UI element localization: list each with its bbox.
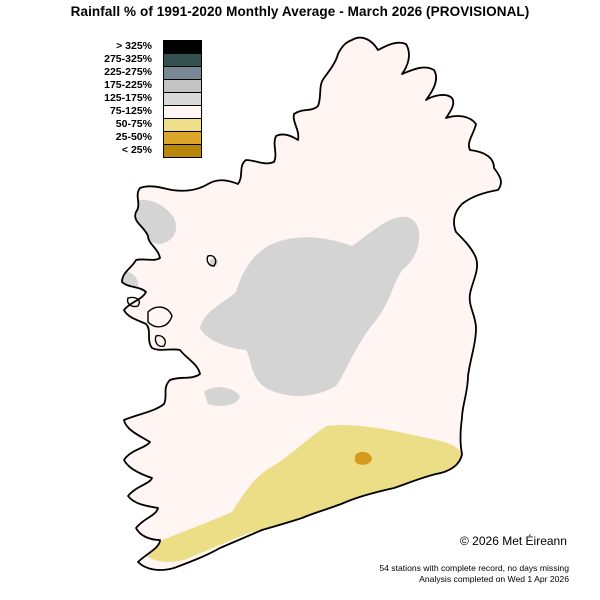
legend-swatch (163, 92, 202, 105)
legend-swatch (163, 53, 202, 66)
legend-item: 175-225% (90, 79, 202, 92)
wet-zone-shannon (204, 387, 240, 406)
legend-swatch (163, 40, 202, 53)
legend-swatch (163, 79, 202, 92)
legend-label: > 325% (116, 40, 152, 52)
legend: > 325% 275-325% 225-275% 175-225% 125-175% 75… (90, 40, 202, 158)
legend-swatch (163, 118, 202, 131)
legend-item: 25-50% (90, 131, 202, 144)
loughs (126, 254, 217, 348)
map-title: Rainfall % of 1991-2020 Monthly Average … (70, 4, 530, 19)
footnote-analysis: Analysis completed on Wed 1 Apr 2026 (419, 574, 569, 584)
legend-swatch (163, 105, 202, 118)
dry-zone-south (140, 425, 464, 562)
legend-swatch (163, 131, 202, 144)
legend-label: 275-325% (104, 53, 152, 65)
legend-item: 225-275% (90, 66, 202, 79)
legend-label: < 25% (121, 144, 152, 156)
very-dry-spot (354, 451, 372, 465)
wet-zone-central (200, 216, 420, 396)
legend-swatch (163, 144, 202, 158)
legend-swatch (163, 66, 202, 79)
legend-label: 50-75% (115, 118, 152, 130)
legend-label: 175-225% (104, 79, 152, 91)
legend-label: 25-50% (115, 131, 152, 143)
ireland-coastline (121, 36, 502, 571)
legend-item: 75-125% (90, 105, 202, 118)
legend-label: 225-275% (104, 66, 152, 78)
legend-item: > 325% (90, 40, 202, 53)
footnote-stations: 54 stations with complete record, no day… (379, 563, 569, 573)
legend-label: 75-125% (109, 105, 152, 117)
legend-item: 50-75% (90, 118, 202, 131)
legend-item: < 25% (90, 144, 202, 158)
legend-item: 275-325% (90, 53, 202, 66)
legend-label: 125-175% (104, 92, 152, 104)
copyright-text: © 2026 Met Éireann (460, 534, 567, 548)
legend-item: 125-175% (90, 92, 202, 105)
